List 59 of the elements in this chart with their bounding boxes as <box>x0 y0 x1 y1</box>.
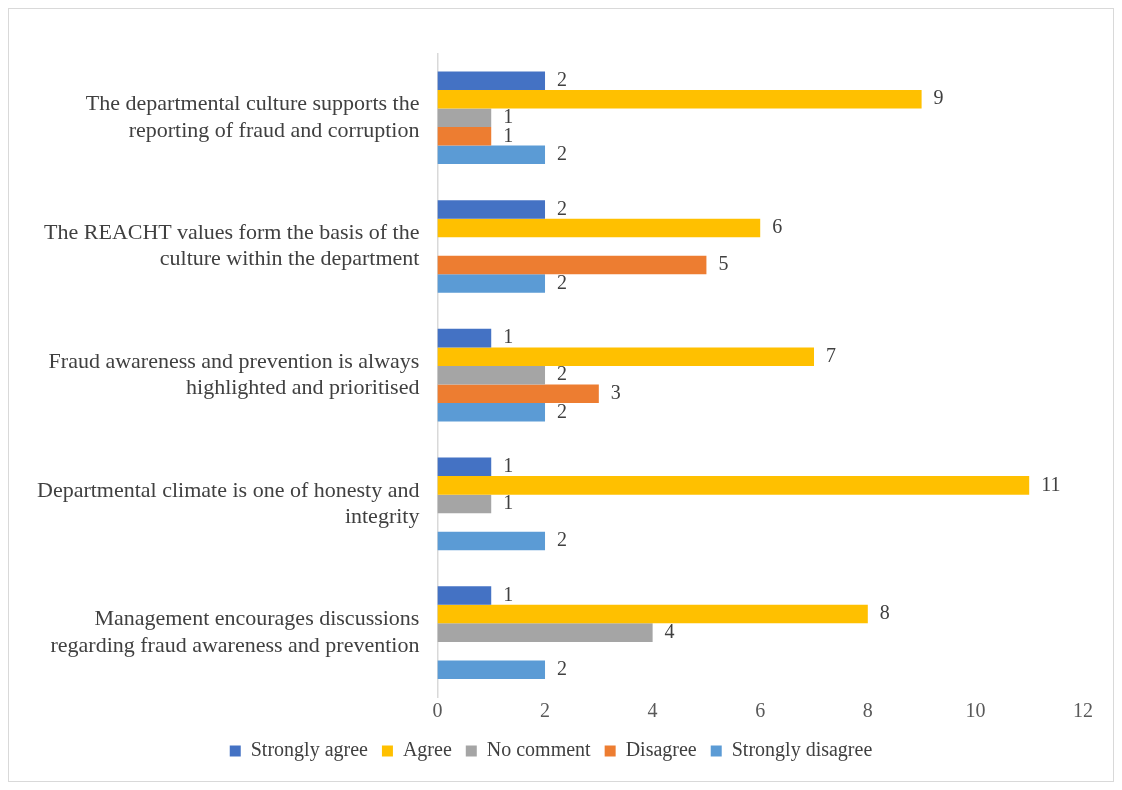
bar <box>437 586 492 605</box>
x-tick-label: 2 <box>540 699 551 722</box>
data-label: 9 <box>933 86 944 109</box>
bar <box>437 274 546 293</box>
y-tick-label: The REACHT values form the basis of the culture within the department <box>44 219 420 271</box>
bar <box>437 108 492 128</box>
bar <box>437 328 492 348</box>
x-tick-label: 12 <box>1073 699 1093 722</box>
data-label: 2 <box>557 656 568 679</box>
bar <box>437 457 492 477</box>
bar <box>437 623 653 642</box>
y-tick-label: The departmental culture supports the reporting of fraud and corruption <box>85 90 420 142</box>
bar <box>437 494 492 514</box>
data-label: 8 <box>879 601 890 624</box>
bar <box>437 127 492 146</box>
data-label: 5 <box>718 252 729 275</box>
y-tick-label: Departmental climate is one of honesty and integrity <box>37 476 420 528</box>
data-label: 11 <box>1041 472 1061 495</box>
legend-label: No comment <box>486 738 592 761</box>
data-label: 2 <box>557 196 568 219</box>
bar <box>437 660 546 679</box>
data-label: 6 <box>772 215 783 238</box>
legend-label: Strongly agree <box>250 738 369 762</box>
bar <box>437 604 868 624</box>
bar <box>437 218 761 238</box>
bar <box>437 71 546 90</box>
x-tick-label: 6 <box>755 699 766 722</box>
bar <box>437 384 599 403</box>
y-tick-label: Management encourages discussions regarding fraud awareness and prevention <box>50 605 420 657</box>
data-label: 1 <box>503 491 514 514</box>
data-label: 2 <box>557 528 568 551</box>
bar <box>437 200 546 219</box>
data-label: 1 <box>503 582 514 605</box>
data-label: 4 <box>664 619 675 642</box>
bar <box>437 531 546 551</box>
legend-label: Disagree <box>625 738 697 762</box>
bar <box>437 145 546 165</box>
data-label: 2 <box>557 362 568 385</box>
data-label: 2 <box>557 270 568 293</box>
x-tick-label: 8 <box>862 699 873 722</box>
bar <box>437 365 546 385</box>
bar <box>437 255 707 275</box>
data-label: 1 <box>503 454 514 477</box>
data-label: 2 <box>557 67 568 90</box>
bar <box>437 347 815 366</box>
bar <box>437 403 546 422</box>
legend-label: Strongly disagree <box>731 738 873 762</box>
bar <box>437 476 1030 495</box>
data-label: 3 <box>610 380 621 403</box>
data-label: 7 <box>826 343 837 366</box>
legend-label: Agree <box>402 738 452 762</box>
y-tick-label: Fraud awareness and prevention is always highlighted and prioritised <box>48 347 420 400</box>
x-tick-label: 0 <box>432 699 443 722</box>
data-label: 2 <box>557 142 568 165</box>
data-label: 1 <box>503 325 514 348</box>
data-label: 2 <box>557 399 568 422</box>
x-tick-label: 10 <box>965 699 986 722</box>
x-tick-label: 4 <box>647 699 658 722</box>
bar <box>437 89 922 109</box>
